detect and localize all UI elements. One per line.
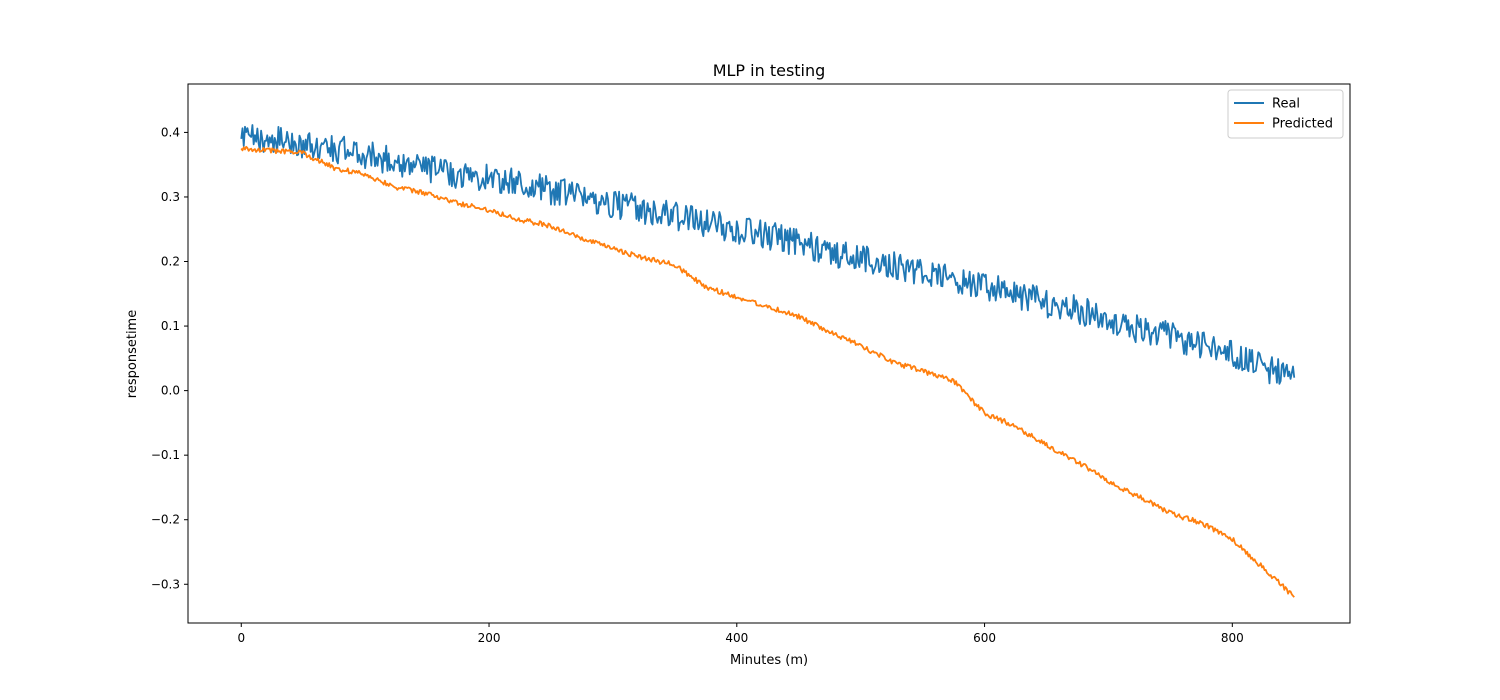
legend-label-real: Real (1272, 97, 1300, 112)
x-tick-label: 800 (1221, 631, 1244, 645)
x-tick-label: 0 (237, 631, 245, 645)
y-tick-label: 0.2 (161, 255, 180, 269)
y-tick-label: −0.1 (151, 448, 180, 462)
y-tick-label: 0.3 (161, 190, 180, 204)
y-tick-label: −0.3 (151, 577, 180, 591)
chart-title: MLP in testing (713, 61, 826, 80)
y-axis-label: responsetime (125, 310, 140, 398)
x-axis-label: Minutes (m) (730, 653, 808, 668)
y-axis: −0.3 −0.2 −0.1 0.0 0.1 0.2 0.3 0.4 (151, 125, 188, 591)
x-tick-label: 600 (973, 631, 996, 645)
x-tick-label: 200 (478, 631, 501, 645)
plot-series (240, 124, 1296, 598)
legend-label-predicted: Predicted (1272, 117, 1333, 132)
legend: Real Predicted (1227, 89, 1344, 139)
plot-area-frame (187, 83, 1351, 624)
x-tick-label: 400 (725, 631, 748, 645)
x-axis: 0 200 400 600 800 (237, 623, 1244, 645)
series-line-real (240, 124, 1296, 385)
y-tick-label: 0.0 (161, 384, 180, 398)
y-tick-label: −0.2 (151, 513, 180, 527)
y-tick-label: 0.4 (161, 125, 180, 139)
series-line-predicted (240, 145, 1295, 598)
y-tick-label: 0.1 (161, 319, 180, 333)
